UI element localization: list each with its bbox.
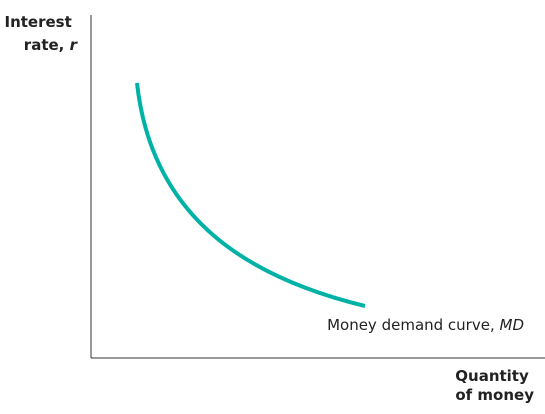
x-axis-title: Quantity of money	[455, 367, 534, 404]
curve-label-text: Money demand curve,	[327, 316, 499, 334]
y-axis-title-line-1: Interest	[4, 13, 71, 31]
curve-label-variable: MD	[500, 316, 525, 334]
y-axis-title: Interest rate, r	[4, 13, 78, 54]
money-demand-curve	[135, 82, 366, 308]
money-demand-curve-label: Money demand curve, MD	[327, 316, 524, 334]
x-axis-title-line-2: of money	[455, 386, 534, 404]
y-axis-title-line-2: rate, r	[24, 36, 79, 54]
y-axis-title-line-2-text: rate,	[24, 36, 70, 54]
y-axis-variable: r	[70, 36, 79, 54]
x-axis-title-line-1: Quantity	[455, 367, 529, 385]
